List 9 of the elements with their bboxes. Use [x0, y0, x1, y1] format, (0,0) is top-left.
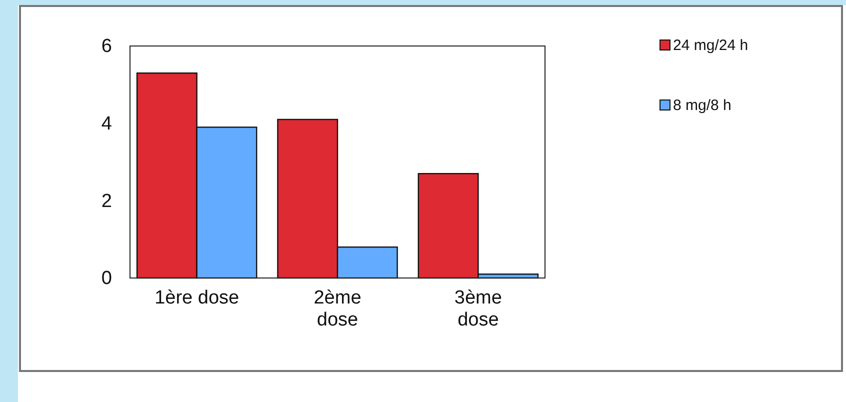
y-tick-label: 6 — [101, 36, 112, 58]
legend-label: 8 mg/8 h — [673, 97, 732, 114]
x-tick-label: 2ème dose — [314, 287, 362, 330]
y-tick-label: 2 — [101, 190, 112, 212]
legend-label: 24 mg/24 h — [673, 37, 748, 54]
y-tick-label: 4 — [101, 113, 112, 134]
y-tick-label: 0 — [101, 268, 112, 290]
x-tick-label: 3ème dose — [454, 287, 502, 330]
x-tick-label: 1ère dose — [154, 287, 240, 308]
